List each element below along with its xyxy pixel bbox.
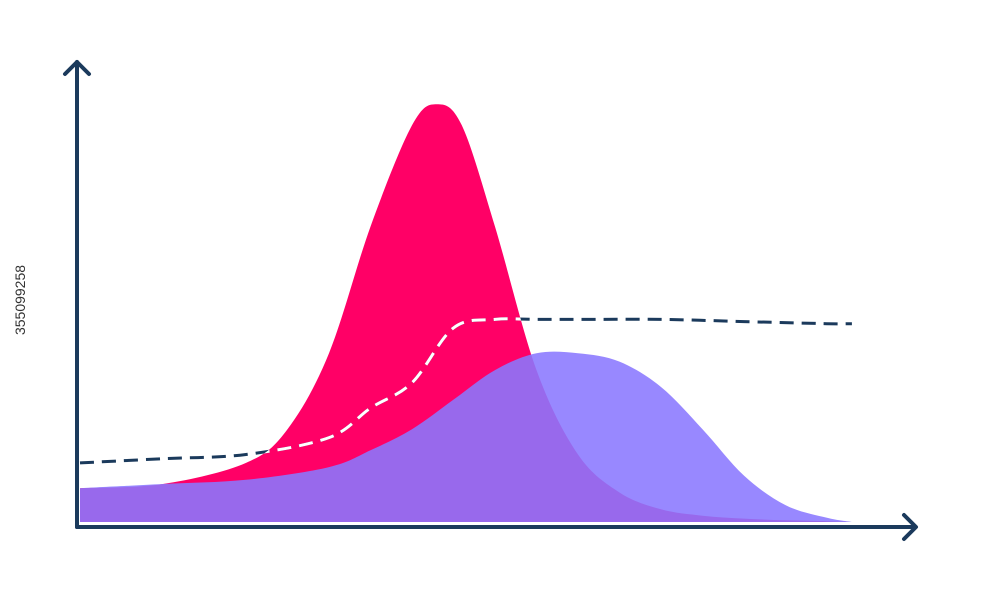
stock-id-text: 355099258 (12, 264, 28, 336)
dashed-line-series (79, 317, 852, 465)
areas-layer (80, 104, 852, 522)
stock-id-watermark: 355099258 (0, 0, 40, 600)
area-series-2 (80, 351, 852, 522)
axes (63, 60, 918, 541)
y-axis-arrowhead (63, 60, 91, 76)
x-axis-arrowhead (902, 513, 918, 541)
lines-layer (79, 317, 852, 465)
area-series-1 (80, 104, 852, 522)
